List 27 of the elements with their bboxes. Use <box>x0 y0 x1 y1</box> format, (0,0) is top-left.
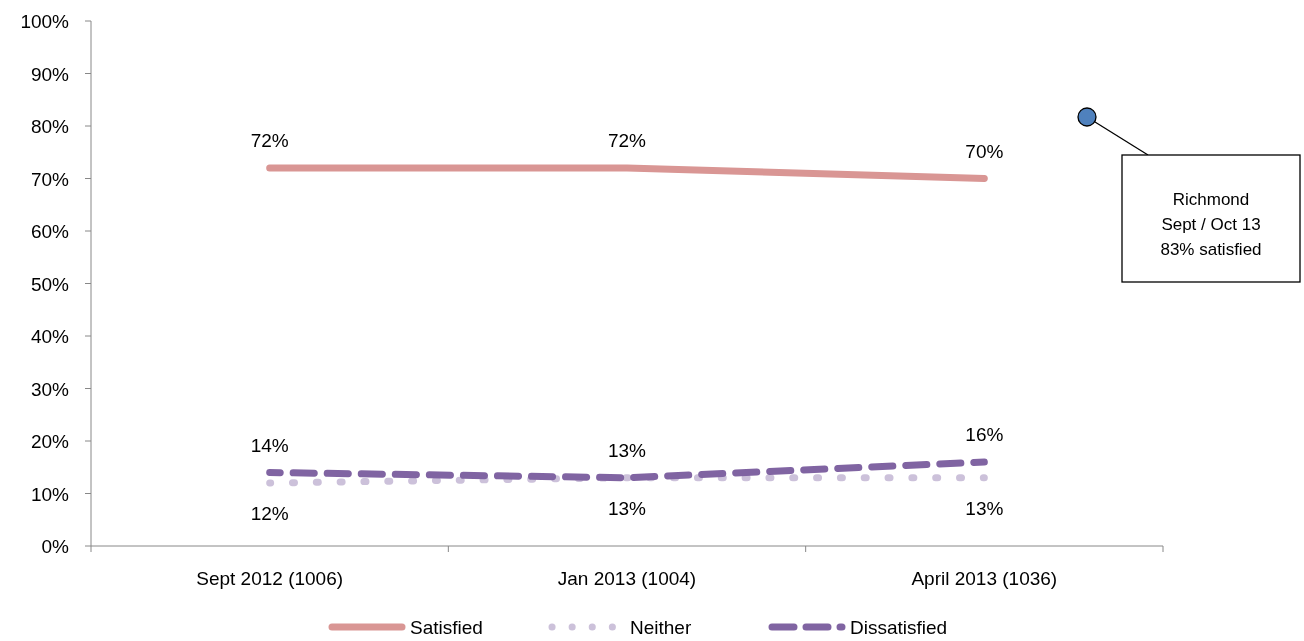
data-label: 13% <box>607 439 647 461</box>
legend-label: Satisfied <box>410 617 483 638</box>
y-tick-label: 30% <box>30 378 70 400</box>
y-tick-label: 100% <box>20 11 70 32</box>
data-label: 14% <box>250 434 289 456</box>
data-label: 13% <box>607 497 647 519</box>
data-label: 12% <box>250 503 289 524</box>
y-tick-label: 10% <box>30 483 70 505</box>
y-tick-label: 20% <box>30 431 70 452</box>
x-tick-label: Sept 2012 (1006) <box>196 568 344 589</box>
y-tick-label: 60% <box>30 221 70 242</box>
y-tick-label: 90% <box>30 63 70 85</box>
y-tick-label: 70% <box>30 168 70 190</box>
y-tick-label: 0% <box>41 536 70 557</box>
legend-label: Dissatisfied <box>850 617 948 638</box>
annotation: Richmond Sept / Oct 13 83% satisfied <box>1160 190 1262 259</box>
x-tick-label: April 2013 (1036) <box>911 568 1058 589</box>
data-label: 70% <box>965 140 1004 162</box>
y-tick-label: 40% <box>30 326 70 347</box>
data-label: 72% <box>607 130 647 151</box>
data-label: 72% <box>250 130 289 151</box>
legend-label: Neither <box>630 617 692 638</box>
x-tick-label: Jan 2013 (1004) <box>557 568 697 589</box>
y-tick-label: 80% <box>30 116 70 137</box>
y-tick-label: 50% <box>30 273 70 295</box>
data-label: 13% <box>965 497 1004 519</box>
data-label: 16% <box>965 424 1004 445</box>
